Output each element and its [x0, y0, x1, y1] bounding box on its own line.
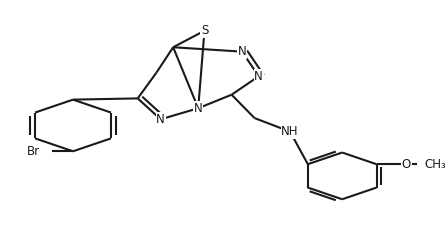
Text: Br: Br: [27, 145, 40, 158]
Text: N: N: [255, 70, 263, 83]
Text: O: O: [401, 158, 411, 171]
Text: N: N: [156, 113, 165, 126]
Text: N: N: [238, 45, 247, 58]
Text: NH: NH: [281, 125, 299, 138]
Text: N: N: [194, 102, 202, 115]
Text: S: S: [201, 24, 208, 37]
Text: CH₃: CH₃: [425, 158, 445, 171]
